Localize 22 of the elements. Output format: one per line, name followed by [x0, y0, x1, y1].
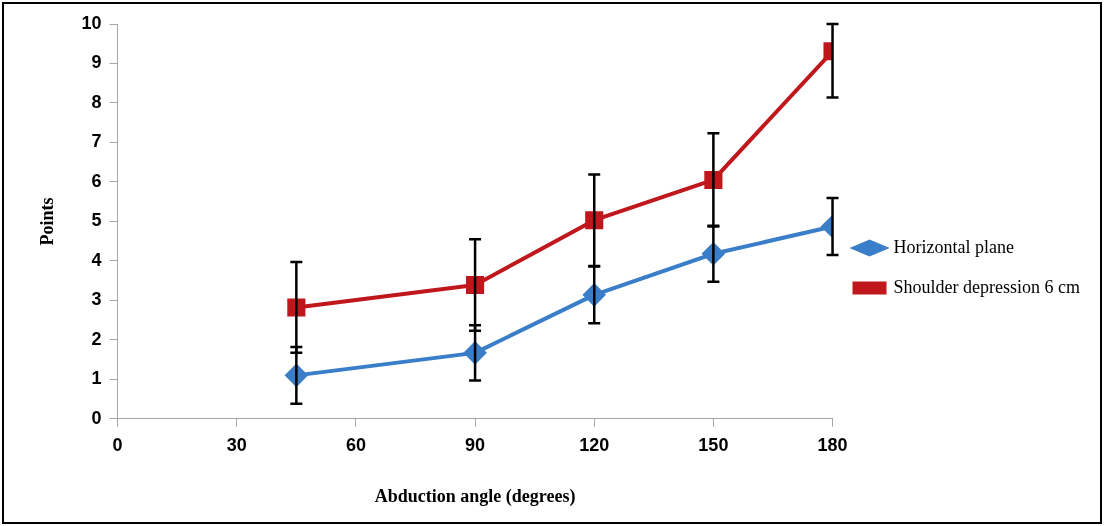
x-tick-label: 0 [112, 434, 123, 455]
x-axis-title: Abduction angle (degrees) [374, 485, 576, 507]
legend-label: Shoulder depression 6 cm [893, 276, 1080, 297]
y-tick-label: 8 [91, 91, 102, 112]
x-tick-label: 180 [817, 434, 848, 455]
y-tick-label: 3 [91, 289, 102, 310]
y-tick-label: 1 [91, 368, 102, 389]
legend-label: Horizontal plane [893, 236, 1014, 257]
x-tick-label: 60 [345, 434, 366, 455]
y-tick-label: 5 [91, 210, 102, 231]
y-tick-label: 7 [91, 131, 102, 152]
y-tick-label: 0 [91, 407, 102, 428]
x-tick-label: 120 [579, 434, 610, 455]
y-tick-label: 6 [91, 170, 102, 191]
y-tick-label: 2 [91, 328, 102, 349]
y-tick-label: 9 [91, 52, 102, 73]
y-axis-title: Points [37, 197, 58, 246]
y-tick-label: 10 [81, 12, 102, 33]
x-tick-label: 150 [698, 434, 729, 455]
x-tick-label: 90 [465, 434, 486, 455]
x-tick-label: 30 [226, 434, 247, 455]
y-tick-label: 4 [91, 249, 102, 270]
